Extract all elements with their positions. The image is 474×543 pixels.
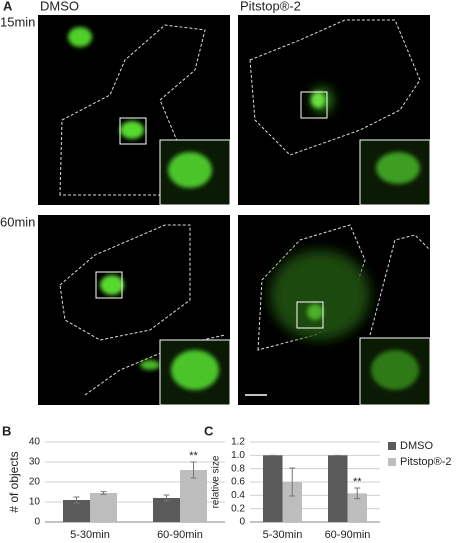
y-tick-label: 0.6 bbox=[231, 477, 245, 488]
bar bbox=[180, 470, 207, 522]
error-bar bbox=[289, 467, 296, 497]
bar bbox=[328, 455, 348, 522]
y-tick-label: 1.2 bbox=[231, 437, 245, 448]
error-bar bbox=[190, 461, 197, 479]
error-bar bbox=[354, 487, 361, 500]
y-axis-label: # of objects bbox=[7, 451, 21, 512]
error-bar bbox=[73, 496, 80, 504]
y-tick-label: 20 bbox=[29, 477, 41, 488]
y-tick-label: 10 bbox=[29, 497, 41, 508]
y-tick-label: 40 bbox=[29, 437, 41, 448]
micrograph bbox=[238, 215, 431, 406]
y-tick-label: 30 bbox=[29, 457, 41, 468]
legend-label: Pitstop®-2 bbox=[400, 456, 452, 468]
bar bbox=[263, 455, 283, 522]
panel-label: A bbox=[3, 0, 13, 13]
column-label: DMSO bbox=[40, 0, 79, 13]
panel-label: B bbox=[2, 423, 11, 438]
panel-label: C bbox=[204, 423, 214, 438]
legend-label: DMSO bbox=[400, 440, 433, 452]
y-tick-label: 1.0 bbox=[231, 450, 245, 461]
row-label: 60min bbox=[0, 214, 35, 229]
x-tick-label: 60-90min bbox=[325, 529, 371, 541]
y-tick-label: 0 bbox=[34, 517, 40, 528]
bar bbox=[63, 500, 90, 522]
x-tick-label: 5-30min bbox=[70, 529, 110, 541]
error-bar bbox=[163, 494, 170, 502]
legend-swatch bbox=[388, 458, 396, 466]
micrograph bbox=[38, 15, 231, 206]
annotation: ** bbox=[189, 450, 198, 462]
y-tick-label: 0.2 bbox=[231, 503, 245, 514]
bar bbox=[153, 498, 180, 522]
y-axis-label: relative size bbox=[211, 455, 222, 508]
x-tick-label: 5-30min bbox=[263, 529, 303, 541]
error-bar bbox=[100, 491, 107, 495]
micrograph bbox=[238, 15, 431, 206]
x-tick-label: 60-90min bbox=[157, 529, 203, 541]
column-label: Pitstop®-2 bbox=[240, 0, 301, 13]
row-label: 15min bbox=[0, 14, 35, 29]
bar bbox=[90, 493, 117, 522]
micrograph bbox=[38, 215, 231, 406]
y-tick-label: 0.4 bbox=[231, 490, 245, 501]
bar bbox=[347, 493, 367, 522]
legend-swatch bbox=[388, 442, 396, 450]
bar bbox=[282, 482, 302, 522]
y-tick-label: 0 bbox=[239, 517, 245, 528]
y-tick-label: 0.8 bbox=[231, 463, 245, 474]
annotation: ** bbox=[353, 476, 362, 488]
